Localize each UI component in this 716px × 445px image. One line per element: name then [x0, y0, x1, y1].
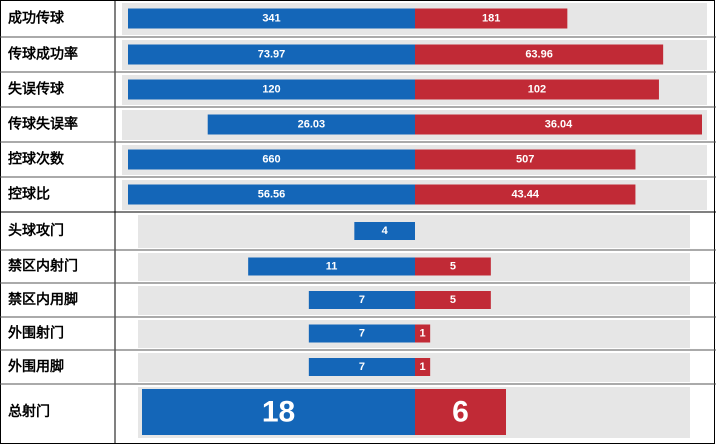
row-label: 成功传球: [8, 10, 65, 27]
bar-value: 73.97: [258, 49, 286, 61]
row-label: 外围用脚: [8, 358, 64, 375]
row-label: 禁区内射门: [8, 258, 78, 275]
bar-value: 5: [450, 261, 456, 273]
bar: [415, 358, 431, 376]
bar-value: 11: [326, 261, 338, 273]
bar: [415, 389, 506, 435]
bar-value: 56.56: [258, 189, 286, 201]
bar-value: 63.96: [525, 49, 553, 61]
bar-value: 507: [516, 154, 534, 166]
bar: [142, 389, 415, 435]
bar: [415, 44, 664, 65]
bar-value: 5: [450, 294, 456, 306]
bar-value: 7: [359, 361, 365, 373]
bar: [415, 114, 702, 135]
bar-value: 1: [420, 361, 426, 373]
row-label: 控球比: [8, 186, 50, 203]
bar-value: 4: [382, 225, 389, 237]
bar-value: 18: [262, 396, 295, 429]
bar-value: 120: [262, 84, 280, 96]
bar: [415, 291, 491, 309]
row-label: 禁区内用脚: [8, 291, 78, 308]
row-label: 外围射门: [8, 325, 64, 342]
bar: [128, 149, 415, 170]
bar: [128, 184, 415, 205]
row-label: 失误传球: [8, 81, 65, 98]
bar: [415, 149, 636, 170]
bar: [207, 114, 415, 135]
bar-value: 26.03: [298, 119, 326, 131]
bar: [354, 222, 415, 240]
bar: [128, 8, 415, 29]
row-label: 传球成功率: [7, 46, 78, 63]
bar: [308, 324, 415, 343]
bar-value: 43.44: [511, 189, 539, 201]
bar-value: 660: [262, 154, 280, 166]
bar: [415, 324, 431, 343]
bar-value: 36.04: [545, 119, 573, 131]
bar: [248, 257, 415, 276]
bar-value: 6: [452, 396, 469, 429]
bar: [415, 8, 568, 29]
bar-value: 7: [359, 294, 365, 306]
bar: [415, 79, 659, 100]
row-label: 传球失误率: [7, 116, 78, 133]
bar-value: 181: [482, 13, 500, 25]
row-label: 控球次数: [8, 151, 65, 168]
bar-value: 7: [359, 328, 365, 340]
bar: [308, 291, 415, 309]
bar-value: 102: [528, 84, 546, 96]
bar: [308, 358, 415, 376]
row-label: 总射门: [8, 403, 50, 420]
bar: [415, 184, 636, 205]
bar-value: 341: [262, 13, 280, 25]
row-label: 头球攻门: [8, 222, 64, 239]
bar: [128, 44, 415, 65]
bar-value: 1: [420, 328, 426, 340]
bar: [415, 257, 491, 276]
bar: [128, 79, 415, 100]
